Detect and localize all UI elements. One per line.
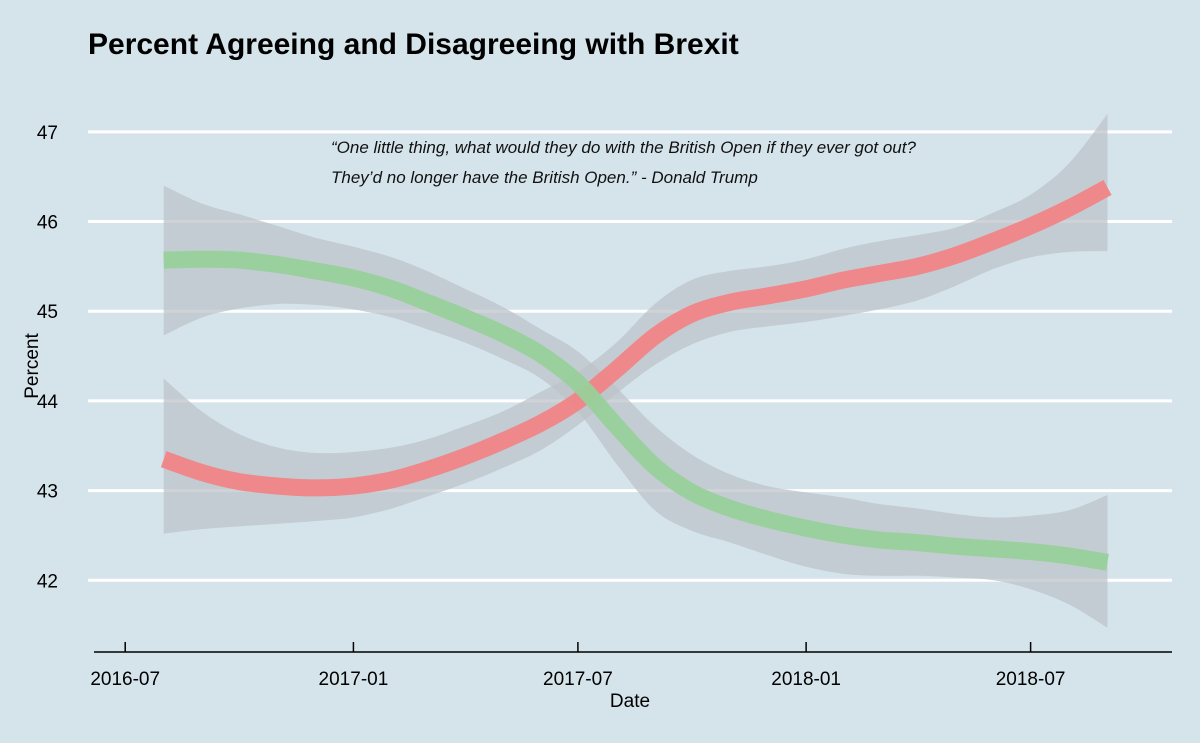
quote-line-1: “One little thing, what would they do wi…: [331, 138, 916, 157]
x-tick-label: 2017-07: [543, 669, 613, 690]
y-tick-label: 47: [37, 123, 58, 144]
x-tick-label: 2018-01: [771, 669, 841, 690]
y-tick-label: 42: [37, 571, 58, 592]
y-tick-label: 46: [37, 213, 58, 234]
x-tick-label: 2018-07: [996, 669, 1066, 690]
x-axis: 2016-07 2017-01 2017-07 2018-01 2018-07: [90, 642, 1172, 690]
y-tick-label: 43: [37, 482, 58, 503]
y-axis-title: Percent: [22, 333, 43, 399]
quote-annotation: “One little thing, what would they do wi…: [331, 138, 916, 187]
y-tick-label: 45: [37, 302, 58, 323]
series-line-2: [163, 250, 1109, 571]
quote-line-2: They’d no longer have the British Open.”…: [331, 168, 758, 187]
series-lines: [160, 179, 1112, 571]
confidence-band-1: [163, 113, 1108, 534]
y-axis: 42 43 44 45 46 47: [37, 123, 59, 592]
x-tick-label: 2017-01: [319, 669, 389, 690]
series-line-1: [160, 179, 1112, 497]
x-tick-label: 2016-07: [90, 669, 160, 690]
x-axis-title: Date: [610, 691, 650, 712]
chart-title: Percent Agreeing and Disagreeing with Br…: [88, 28, 739, 61]
y-tick-label: 44: [37, 392, 59, 413]
